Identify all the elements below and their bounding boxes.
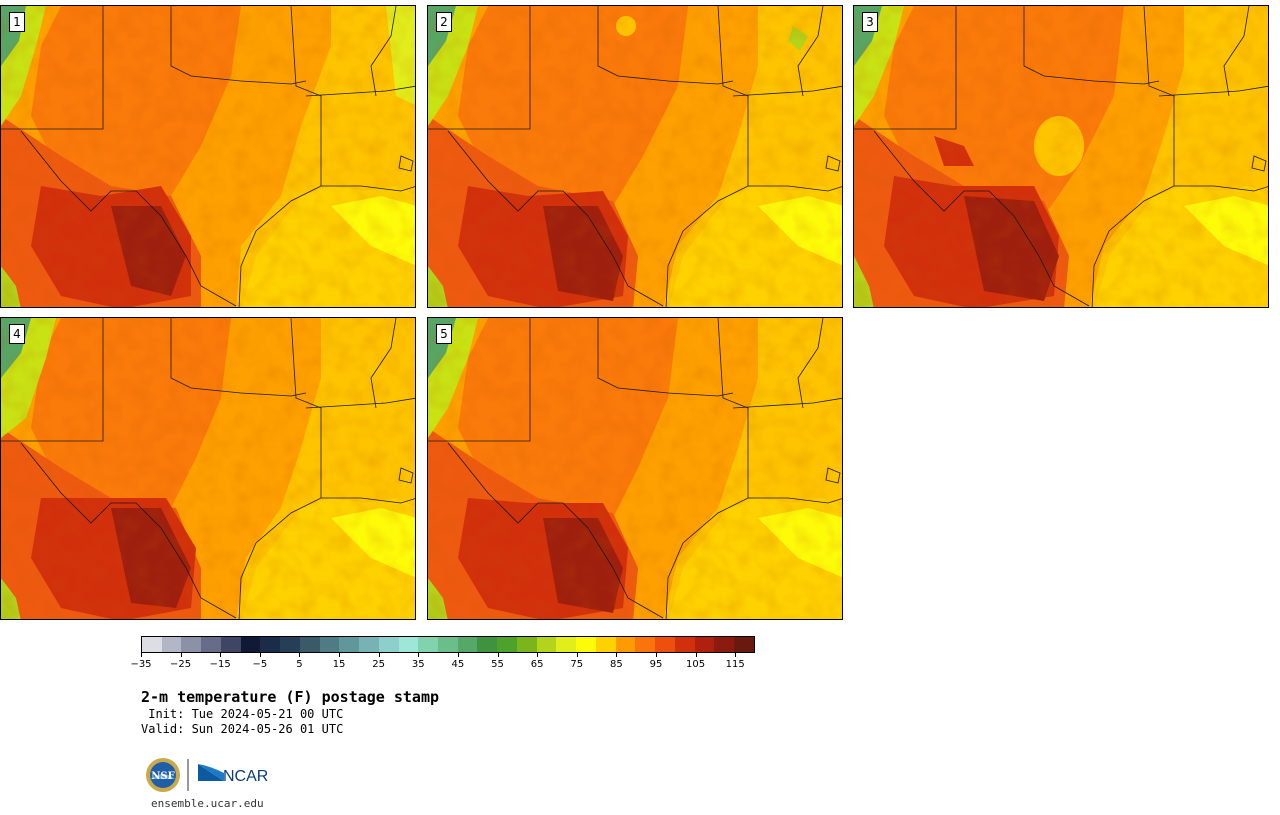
stamp-number: 2 xyxy=(436,12,452,32)
ncar-logo-icon: NCAR xyxy=(198,764,268,785)
figure-title: 2-m temperature (F) postage stamp xyxy=(141,688,440,706)
ncar-logo-text: NCAR xyxy=(223,768,268,785)
colorbar-tick xyxy=(299,653,301,657)
nsf-logo-text: NSF xyxy=(151,771,174,782)
stamp-number: 3 xyxy=(862,12,878,32)
colorbar-tick-label: 105 xyxy=(686,659,706,670)
colorbar-segment xyxy=(220,637,241,652)
colorbar-segment xyxy=(240,637,261,652)
colorbar-tick-label: 15 xyxy=(332,659,346,670)
colorbar-segment xyxy=(339,637,360,652)
init-time: Init: Tue 2024-05-21 00 UTC xyxy=(141,707,344,721)
colorbar-segment xyxy=(694,637,715,652)
colorbar-tick-label: −35 xyxy=(130,659,152,670)
site-url[interactable]: ensemble.ucar.edu xyxy=(151,797,264,810)
colorbar-tick xyxy=(180,653,182,657)
colorbar-segment xyxy=(536,637,557,652)
colorbar-segment xyxy=(359,637,379,652)
colorbar-tick xyxy=(141,653,142,657)
colorbar-segment xyxy=(457,637,478,652)
colorbar-segment xyxy=(734,637,754,652)
colorbar-tick-label: 85 xyxy=(609,659,623,670)
colorbar-tick xyxy=(655,653,657,657)
colorbar-tick xyxy=(457,653,459,657)
postage-stamp-3: 3 xyxy=(853,5,1269,308)
colorbar-segment xyxy=(497,637,517,652)
colorbar-segment xyxy=(516,637,537,652)
colorbar-segment xyxy=(635,637,656,652)
colorbar-segment xyxy=(161,637,182,652)
colorbar-tick xyxy=(616,653,618,657)
colorbar-tick-label: −15 xyxy=(209,659,231,670)
temperature-map xyxy=(1,318,415,619)
colorbar-tick xyxy=(695,653,697,657)
colorbar-segment xyxy=(181,637,202,652)
colorbar-segment xyxy=(418,637,439,652)
colorbar-segment xyxy=(260,637,281,652)
postage-stamp-1: 1 xyxy=(0,5,416,308)
colorbar-tick-label: 5 xyxy=(296,659,303,670)
temperature-map xyxy=(428,318,842,619)
colorbar-ticks: −35 −25 −15 −5 5 15 25 35 45 55 65 75 85 95 105 115 xyxy=(130,653,755,673)
colorbar-segment xyxy=(378,637,399,652)
logos: NSF NCAR xyxy=(145,757,275,793)
temperature-map xyxy=(854,6,1268,307)
colorbar-segment xyxy=(576,637,596,652)
colorbar xyxy=(141,636,755,653)
colorbar-segment xyxy=(556,637,577,652)
valid-time: Valid: Sun 2024-05-26 01 UTC xyxy=(141,722,344,736)
colorbar-tick-label: 35 xyxy=(411,659,425,670)
colorbar-tick xyxy=(339,653,341,657)
colorbar-tick-label: 95 xyxy=(649,659,663,670)
colorbar-tick-label: 115 xyxy=(725,659,745,670)
colorbar-tick xyxy=(576,653,578,657)
colorbar-tick xyxy=(220,653,222,657)
temperature-map xyxy=(1,6,415,307)
colorbar-segment xyxy=(674,637,695,652)
colorbar-segment xyxy=(398,637,419,652)
postage-stamp-2: 2 xyxy=(427,5,843,308)
colorbar-tick xyxy=(259,653,261,657)
colorbar-tick xyxy=(418,653,420,657)
colorbar-tick-label: 65 xyxy=(530,659,544,670)
colorbar-tick xyxy=(735,653,737,657)
colorbar-segment xyxy=(319,637,340,652)
colorbar-tick-label: −25 xyxy=(170,659,192,670)
colorbar-segment xyxy=(280,637,300,652)
colorbar-segment xyxy=(615,637,636,652)
nsf-logo-icon: NSF xyxy=(146,758,180,792)
postage-stamp-4: 4 xyxy=(0,317,416,620)
colorbar-segment xyxy=(201,637,221,652)
colorbar-segment xyxy=(477,637,498,652)
stamp-number: 4 xyxy=(9,324,25,344)
colorbar-tick xyxy=(378,653,380,657)
colorbar-segment xyxy=(595,637,616,652)
colorbar-tick-label: 75 xyxy=(570,659,584,670)
colorbar-tick-label: −5 xyxy=(252,659,268,670)
colorbar-segment xyxy=(142,637,162,652)
colorbar-tick-label: 55 xyxy=(491,659,504,670)
stamp-number: 1 xyxy=(9,12,25,32)
colorbar-tick xyxy=(497,653,499,657)
postage-stamp-5: 5 xyxy=(427,317,843,620)
temperature-map xyxy=(428,6,842,307)
colorbar-segment xyxy=(655,637,675,652)
colorbar-segment xyxy=(299,637,320,652)
colorbar-tick-label: 45 xyxy=(451,659,465,670)
colorbar-tick-label: 25 xyxy=(372,659,386,670)
stamp-number: 5 xyxy=(436,324,452,344)
colorbar-segment xyxy=(438,637,458,652)
colorbar-tick xyxy=(537,653,539,657)
colorbar-segment xyxy=(714,637,735,652)
